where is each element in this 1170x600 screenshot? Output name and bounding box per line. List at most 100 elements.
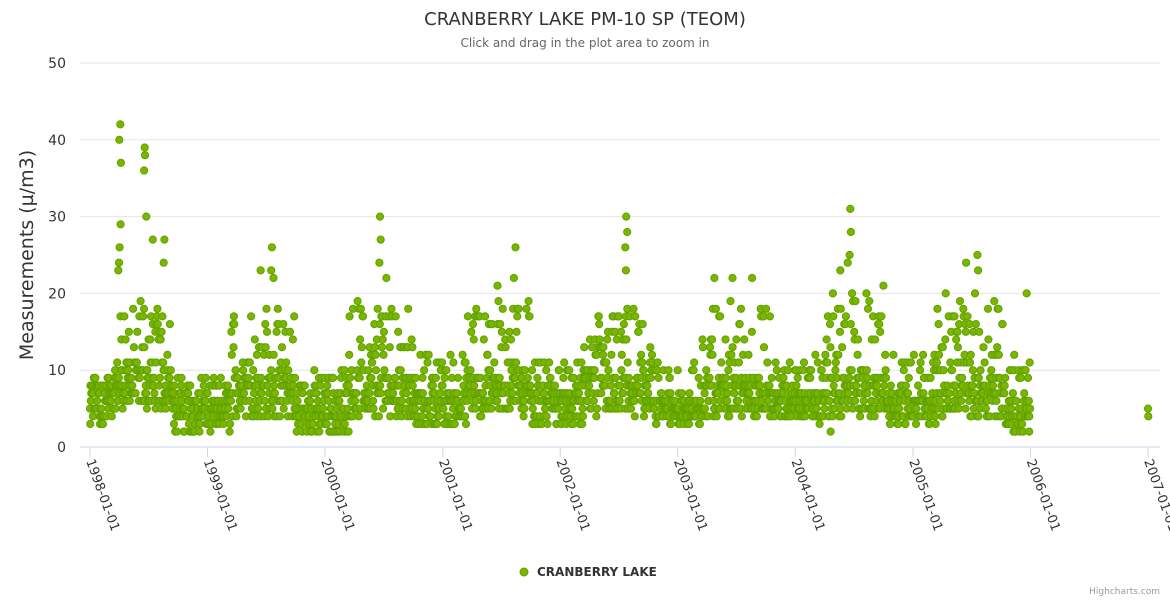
data-point[interactable]: [871, 335, 880, 344]
data-point[interactable]: [239, 389, 249, 398]
data-point[interactable]: [524, 297, 533, 306]
data-point[interactable]: [831, 358, 840, 367]
data-point[interactable]: [229, 343, 238, 352]
data-point[interactable]: [461, 419, 471, 429]
data-point[interactable]: [357, 358, 366, 367]
data-point[interactable]: [111, 404, 120, 413]
data-point[interactable]: [394, 327, 403, 336]
data-point[interactable]: [379, 350, 388, 359]
data-point[interactable]: [863, 389, 872, 398]
data-point[interactable]: [623, 227, 632, 237]
data-point[interactable]: [315, 427, 324, 436]
data-point[interactable]: [155, 373, 164, 382]
data-point[interactable]: [245, 396, 254, 405]
data-point[interactable]: [870, 412, 879, 421]
data-point[interactable]: [519, 412, 528, 421]
data-point[interactable]: [754, 373, 764, 382]
data-point[interactable]: [97, 404, 106, 413]
data-point[interactable]: [698, 335, 707, 344]
data-point[interactable]: [408, 381, 417, 390]
data-point[interactable]: [343, 404, 352, 413]
data-point[interactable]: [139, 312, 148, 321]
data-point[interactable]: [165, 373, 174, 382]
data-point[interactable]: [418, 373, 427, 382]
data-point[interactable]: [899, 366, 908, 375]
data-point[interactable]: [449, 358, 458, 367]
data-point[interactable]: [340, 419, 349, 429]
data-point[interactable]: [550, 381, 560, 390]
data-point[interactable]: [298, 389, 307, 398]
data-point[interactable]: [270, 389, 279, 398]
data-point[interactable]: [652, 419, 661, 429]
data-point[interactable]: [968, 366, 978, 375]
data-point[interactable]: [767, 373, 776, 382]
data-point[interactable]: [590, 366, 599, 375]
data-point[interactable]: [747, 327, 757, 336]
data-point[interactable]: [543, 419, 552, 429]
data-point[interactable]: [450, 419, 459, 429]
data-point[interactable]: [712, 412, 721, 421]
data-point[interactable]: [467, 327, 476, 336]
data-point[interactable]: [619, 320, 629, 329]
data-point[interactable]: [358, 312, 368, 321]
data-point[interactable]: [831, 366, 840, 375]
data-point[interactable]: [644, 389, 653, 398]
data-point[interactable]: [846, 320, 856, 329]
data-point[interactable]: [906, 358, 916, 367]
data-point[interactable]: [592, 412, 601, 421]
data-point[interactable]: [546, 373, 555, 382]
data-point[interactable]: [411, 373, 420, 382]
data-point[interactable]: [93, 396, 102, 405]
data-point[interactable]: [227, 327, 236, 336]
data-point[interactable]: [953, 343, 963, 352]
data-point[interactable]: [745, 389, 754, 398]
data-point[interactable]: [140, 151, 150, 160]
data-point[interactable]: [998, 320, 1007, 329]
data-point[interactable]: [114, 373, 124, 382]
data-point[interactable]: [1026, 404, 1035, 413]
data-point[interactable]: [988, 381, 998, 390]
data-point[interactable]: [952, 335, 961, 344]
data-point[interactable]: [936, 396, 945, 405]
data-point[interactable]: [602, 358, 611, 367]
data-point[interactable]: [825, 396, 834, 405]
data-point[interactable]: [971, 320, 981, 329]
data-point[interactable]: [617, 366, 626, 375]
data-point[interactable]: [440, 373, 449, 382]
data-point[interactable]: [825, 320, 835, 329]
data-point[interactable]: [231, 366, 240, 375]
data-point[interactable]: [631, 312, 640, 321]
data-point[interactable]: [962, 258, 971, 267]
data-point[interactable]: [578, 404, 587, 413]
data-point[interactable]: [965, 358, 975, 367]
data-point[interactable]: [990, 297, 999, 306]
data-point[interactable]: [801, 412, 810, 421]
data-point[interactable]: [417, 412, 427, 421]
data-point[interactable]: [132, 358, 141, 367]
data-point[interactable]: [841, 312, 851, 321]
data-point[interactable]: [163, 350, 172, 359]
credits-link[interactable]: Highcharts.com: [1089, 587, 1160, 597]
data-point[interactable]: [580, 343, 589, 352]
data-point[interactable]: [367, 373, 376, 382]
data-point[interactable]: [622, 212, 631, 221]
data-point[interactable]: [828, 289, 838, 298]
data-point[interactable]: [958, 373, 967, 382]
data-point[interactable]: [685, 389, 694, 398]
data-point[interactable]: [257, 373, 266, 382]
data-point[interactable]: [604, 366, 613, 375]
data-point[interactable]: [968, 381, 977, 390]
data-point[interactable]: [981, 404, 991, 413]
data-point[interactable]: [262, 327, 272, 336]
data-point[interactable]: [229, 312, 238, 321]
data-point[interactable]: [86, 419, 95, 429]
data-point[interactable]: [708, 335, 717, 344]
data-point[interactable]: [496, 320, 505, 329]
data-point[interactable]: [886, 381, 896, 390]
data-point[interactable]: [434, 412, 443, 421]
data-point[interactable]: [542, 412, 551, 421]
data-point[interactable]: [560, 358, 569, 367]
data-point[interactable]: [431, 373, 440, 382]
data-point[interactable]: [939, 366, 948, 375]
data-point[interactable]: [364, 366, 373, 375]
